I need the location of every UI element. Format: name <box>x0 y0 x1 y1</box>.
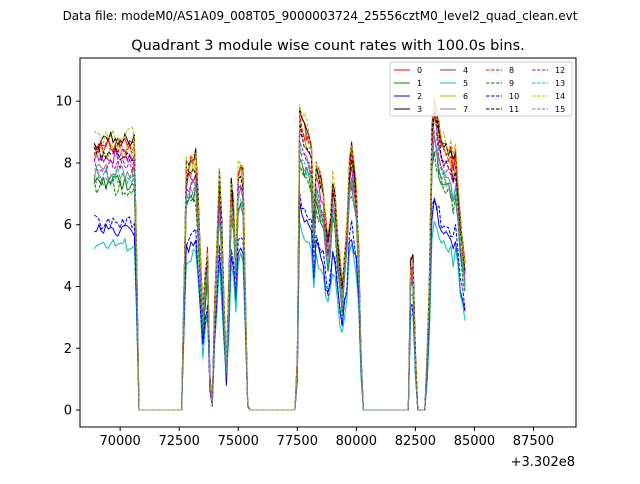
x-tick-label: 80000 <box>336 434 377 449</box>
suptitle: Data file: modeM0/AS1A09_008T05_90000037… <box>63 9 578 23</box>
legend-label-4: 4 <box>463 66 468 75</box>
x-tick-label: 82500 <box>395 434 436 449</box>
legend-label-2: 2 <box>417 92 422 101</box>
legend-label-11: 11 <box>509 105 519 114</box>
legend-label-10: 10 <box>509 92 519 101</box>
legend-label-12: 12 <box>555 66 565 75</box>
y-tick-label: 4 <box>64 280 72 295</box>
x-tick-label: 70000 <box>99 434 140 449</box>
chart-title: Quadrant 3 module wise count rates with … <box>131 38 525 54</box>
x-axis: 70000 72500 75000 77500 80000 82500 85000 87500 <box>99 427 554 449</box>
axes-frame <box>79 57 577 428</box>
y-tick-label: 0 <box>64 404 72 419</box>
x-tick-label: 77500 <box>277 434 318 449</box>
y-tick-label: 6 <box>64 218 72 233</box>
legend-label-14: 14 <box>555 92 565 101</box>
legend-box <box>389 61 573 117</box>
series-line-15 <box>93 135 466 411</box>
legend-label-15: 15 <box>555 105 565 114</box>
legend-label-9: 9 <box>509 79 514 88</box>
legend-label-3: 3 <box>417 105 422 114</box>
y-tick-label: 10 <box>55 95 72 110</box>
y-axis: 0 2 4 6 8 10 <box>55 95 80 419</box>
legend-label-13: 13 <box>555 79 565 88</box>
x-tick-label: 85000 <box>454 434 495 449</box>
legend-label-1: 1 <box>417 79 422 88</box>
x-offset-label: +3.302e8 <box>511 455 575 470</box>
legend-label-0: 0 <box>417 66 422 75</box>
legend-label-7: 7 <box>463 105 468 114</box>
x-tick-label: 87500 <box>513 434 554 449</box>
x-tick-label: 72500 <box>159 434 200 449</box>
legend-label-5: 5 <box>463 79 468 88</box>
y-tick-label: 2 <box>64 342 72 357</box>
series-group <box>93 95 466 411</box>
y-tick-label: 8 <box>64 156 72 171</box>
legend-label-6: 6 <box>463 92 468 101</box>
legend-label-8: 8 <box>509 66 514 75</box>
x-tick-label: 75000 <box>218 434 259 449</box>
